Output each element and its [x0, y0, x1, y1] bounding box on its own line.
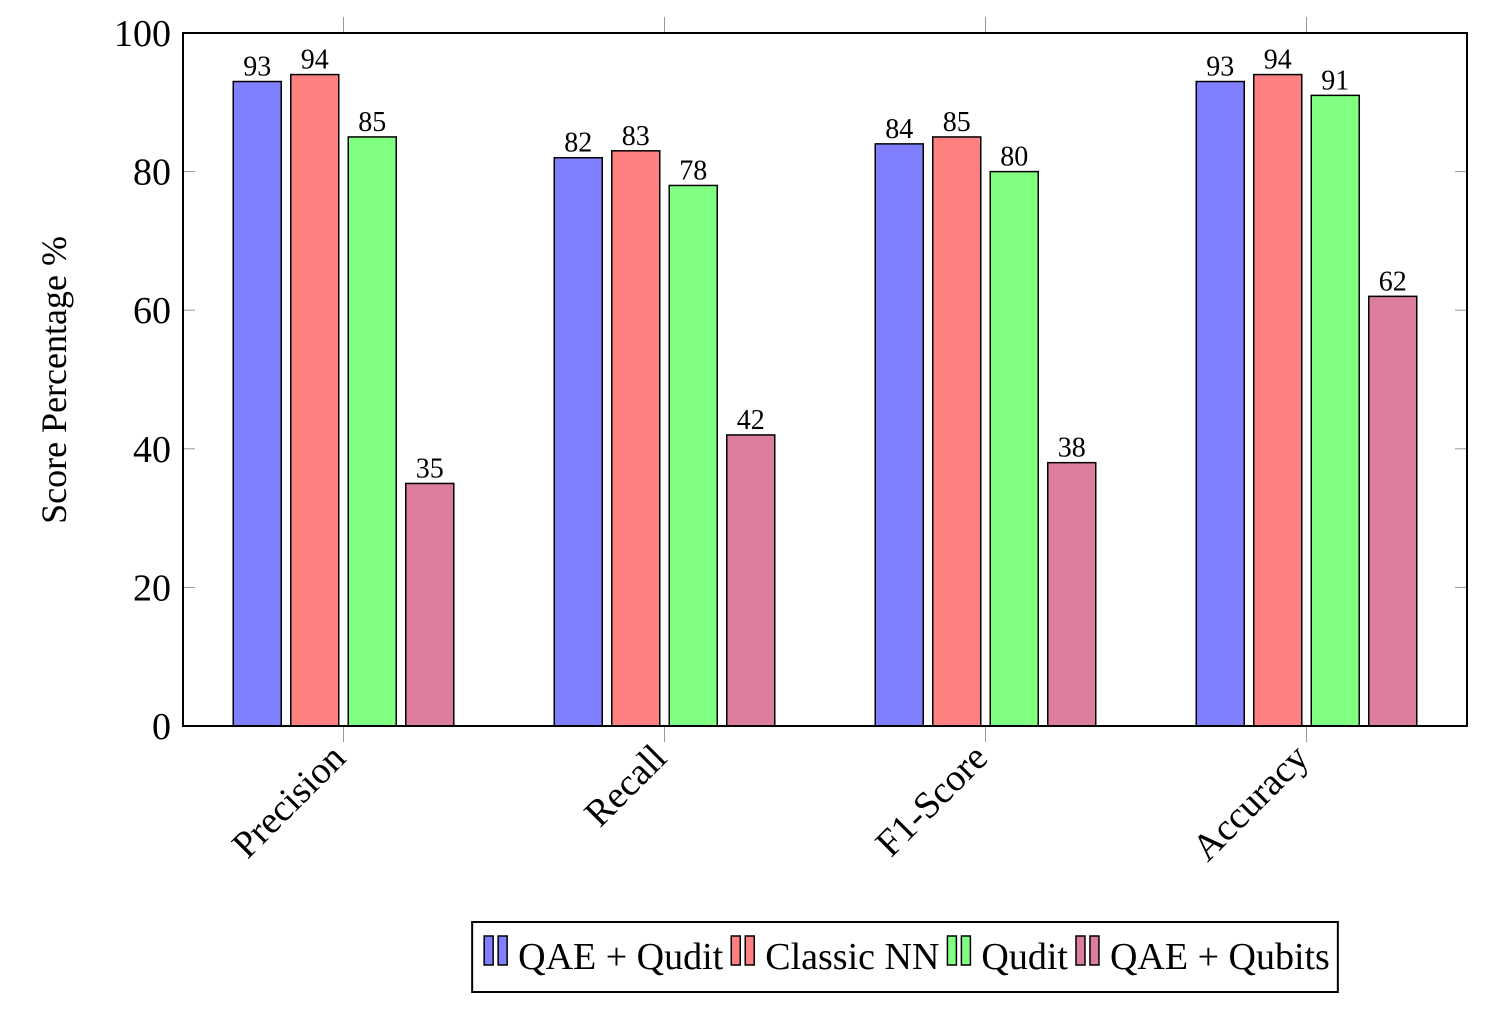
y-tick-label: 60 [133, 290, 171, 332]
data-label: 35 [416, 453, 444, 484]
bar [553, 156, 603, 727]
y-tick-label: 100 [114, 13, 171, 55]
bar [1368, 295, 1418, 727]
legend-swatch [1089, 935, 1100, 966]
data-label: 94 [1264, 45, 1292, 76]
bar [611, 150, 661, 727]
legend-swatch [483, 935, 494, 966]
data-label: 93 [243, 52, 271, 83]
bar [668, 184, 718, 727]
legend-label: Qudit [981, 936, 1068, 978]
bar [874, 143, 924, 727]
x-tick-label: Precision [224, 737, 354, 867]
bar [726, 434, 776, 727]
legend-swatch [960, 935, 972, 966]
data-label: 38 [1058, 433, 1086, 464]
bar [1310, 94, 1360, 727]
bar [347, 136, 397, 727]
data-label: 94 [301, 45, 329, 76]
y-axis-label: Score Percentage % [34, 236, 74, 524]
legend-swatch [744, 935, 755, 966]
data-label: 42 [737, 405, 765, 436]
data-label: 93 [1206, 52, 1234, 83]
data-label: 83 [622, 121, 650, 152]
legend-label: QAE + Qubits [1110, 936, 1330, 978]
legend-label: QAE + Qudit [518, 936, 724, 978]
data-label: 80 [1000, 142, 1028, 173]
data-label: 85 [943, 107, 971, 138]
legend-swatch [1075, 935, 1086, 966]
bar [1253, 73, 1303, 727]
x-tick-label: Recall [577, 737, 675, 835]
x-tick-label: Accuracy [1184, 737, 1317, 870]
data-label: 82 [564, 128, 592, 159]
plot-frame [182, 32, 1468, 727]
bar [1195, 80, 1245, 727]
data-label: 91 [1321, 65, 1349, 96]
y-tick-label: 0 [152, 706, 171, 748]
legend-label: Classic NN [765, 936, 939, 978]
bar [989, 170, 1039, 727]
legend-box [471, 921, 1339, 993]
bar [232, 80, 282, 727]
bar [290, 73, 340, 727]
bar [932, 136, 982, 727]
legend-swatch [946, 935, 958, 966]
data-label: 62 [1379, 266, 1407, 297]
x-tick-label: F1-Score [868, 737, 996, 865]
data-label: 78 [679, 155, 707, 186]
bar [405, 482, 455, 727]
bar [1047, 461, 1097, 727]
y-tick-label: 20 [133, 567, 171, 609]
legend-swatch [497, 935, 508, 966]
legend-swatch [730, 935, 741, 966]
y-tick-label: 40 [133, 429, 171, 471]
data-label: 85 [358, 107, 386, 138]
data-label: 84 [885, 114, 913, 145]
y-tick-label: 80 [133, 152, 171, 194]
